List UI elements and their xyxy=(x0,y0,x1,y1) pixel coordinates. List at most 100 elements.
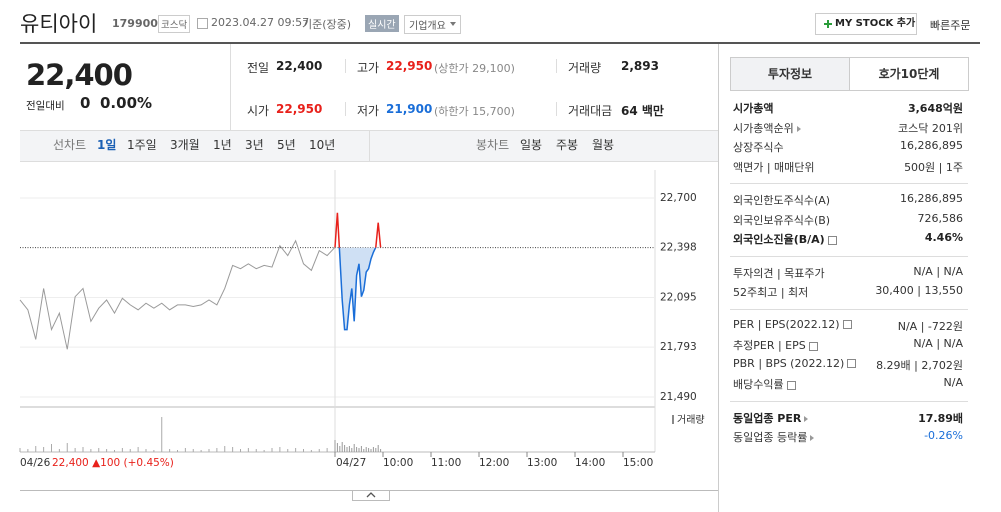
period-tab[interactable]: 5년 xyxy=(277,138,296,152)
side-separator xyxy=(730,255,968,257)
side-tab[interactable]: 투자정보 xyxy=(730,57,850,91)
info-row: 추정PER | EPS N/A | N/A xyxy=(733,337,963,355)
summary-label: 저가 xyxy=(357,104,380,118)
arrow-icon xyxy=(810,435,815,441)
info-value: N/A | -722원 xyxy=(897,319,963,333)
x-tick-label: 10:00 xyxy=(383,457,413,469)
info-label: 외국인보유주식수(B) xyxy=(733,213,831,227)
volume-bar xyxy=(363,449,365,452)
volume-bar xyxy=(358,448,360,452)
expand-button[interactable] xyxy=(352,491,390,501)
info-value: 8.29배 | 2,702원 xyxy=(876,358,963,372)
info-row: 동일업종 PER 17.89배 xyxy=(733,410,963,428)
volume-bar xyxy=(344,445,346,452)
x-tick-label: 15:00 xyxy=(623,457,653,469)
volume-bar xyxy=(339,446,341,452)
y-tick-label: 22,398 xyxy=(660,242,697,254)
volume-bar xyxy=(351,448,353,452)
volume-legend-swatch xyxy=(672,415,674,424)
volume-bar xyxy=(177,450,178,452)
arrow-icon xyxy=(796,125,801,132)
volume-bar xyxy=(370,449,372,452)
volume-bar xyxy=(216,448,218,452)
tab-divider xyxy=(369,131,370,161)
info-value: 코스닥 201위 xyxy=(898,121,963,135)
divider xyxy=(556,102,557,116)
mystock-button[interactable]: MY STOCK 추가 xyxy=(815,13,917,35)
today-line-down xyxy=(338,247,377,331)
info-value: N/A | N/A xyxy=(913,264,963,278)
info-row: 외국인소진율(B/A) 4.46% xyxy=(733,231,963,249)
arrow-icon xyxy=(804,415,809,422)
candle-tab[interactable]: 주봉 xyxy=(556,138,579,152)
period-tab[interactable]: 1주일 xyxy=(127,138,157,152)
stock-code: 179900 xyxy=(112,17,158,30)
candle-tab[interactable]: 일봉 xyxy=(520,138,543,152)
info-value: N/A | N/A xyxy=(913,337,963,350)
change: 0 xyxy=(80,94,91,112)
x-tick-label: 14:00 xyxy=(575,457,605,469)
side-separator xyxy=(730,308,968,310)
info-row: 시가총액순위 코스닥 201위 xyxy=(733,120,963,138)
volume-bar xyxy=(318,449,320,452)
volume-bar xyxy=(240,449,241,452)
info-row: 액면가 | 매매단위 500원 | 1주 xyxy=(733,159,963,177)
dropdown-arrow xyxy=(449,22,456,26)
info-row: PER | EPS(2022.12) N/A | -722원 xyxy=(733,318,963,336)
info-label: 외국인소진율(B/A) xyxy=(733,231,837,247)
period-tab[interactable]: 1일 xyxy=(97,138,117,152)
info-value: 30,400 | 13,550 xyxy=(875,284,963,297)
info-value: 16,286,895 xyxy=(900,192,963,205)
info-icon xyxy=(786,380,796,390)
prev-day-line xyxy=(19,239,336,350)
divider xyxy=(345,102,346,116)
prev-day-label: 04/26 xyxy=(20,457,51,469)
summary-label: 시가 xyxy=(247,104,270,118)
x-tick-label: 11:00 xyxy=(431,457,461,469)
volume-bar xyxy=(365,447,367,452)
volume-bar xyxy=(326,448,328,452)
period-tab[interactable]: 3년 xyxy=(245,138,264,152)
info-label: 외국인한도주식수(A) xyxy=(733,194,831,207)
info-label: 상장주식수 xyxy=(733,141,784,154)
volume-bar xyxy=(192,449,194,452)
volume-bar xyxy=(368,448,370,452)
info-icon xyxy=(808,341,818,351)
plus-icon xyxy=(824,20,832,28)
volume-bar xyxy=(208,449,210,452)
info-value: 16,286,895 xyxy=(900,139,963,152)
info-label: 투자의견 | 목표주가 xyxy=(733,266,825,280)
quick-order[interactable]: 빠른주문 xyxy=(930,19,971,32)
info-icon xyxy=(827,235,837,245)
volume-bar xyxy=(377,445,379,452)
volume-bar xyxy=(90,449,92,452)
volume-bar xyxy=(51,444,52,452)
candle-chart-label: 봉차트 xyxy=(476,138,510,152)
volume-bar xyxy=(255,449,257,452)
header-rule xyxy=(20,42,980,44)
period-tab[interactable]: 10년 xyxy=(309,138,336,152)
company-button[interactable]: 기업개요 xyxy=(404,15,461,34)
bottom-rule xyxy=(20,490,718,491)
y-tick-label: 22,700 xyxy=(660,192,697,204)
realtime-badge[interactable]: 실시간 xyxy=(365,15,399,32)
period-tab[interactable]: 3개월 xyxy=(170,138,200,152)
divider xyxy=(556,59,557,73)
volume-bar xyxy=(153,450,155,452)
y-tick-label: 22,095 xyxy=(660,292,697,304)
volume-bar xyxy=(353,444,355,452)
info-label: 52주최고 | 최저 xyxy=(733,286,809,299)
info-value: 500원 | 1주 xyxy=(904,160,963,174)
volume-bar xyxy=(232,447,234,452)
side-tab[interactable]: 호가10단계 xyxy=(849,57,969,91)
chart: 22,700 22,398 22,095 21,793 21,490 04/27 10:00… xyxy=(19,170,705,469)
volume-bar xyxy=(129,449,131,452)
summary-value: 22,950 xyxy=(276,102,323,116)
candle-tab[interactable]: 월봉 xyxy=(592,138,615,152)
volume-bar xyxy=(137,447,139,452)
summary-note: (하한가 15,700) xyxy=(434,105,515,118)
summary-value: 2,893 xyxy=(621,59,659,73)
volume-bar xyxy=(35,446,37,452)
period-tab[interactable]: 1년 xyxy=(213,138,232,152)
